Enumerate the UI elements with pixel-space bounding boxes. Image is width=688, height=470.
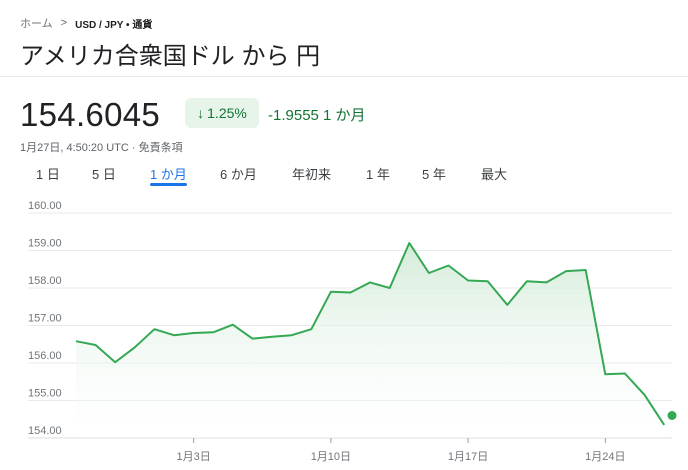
y-tick-label: 157.00 — [28, 313, 62, 325]
price-area-fill — [76, 243, 665, 438]
x-tick-label: 1月17日 — [448, 451, 488, 463]
y-tick-label: 160.00 — [28, 200, 62, 212]
active-tab-underline — [150, 183, 187, 186]
change-amount: -1.9555 1 か月 — [268, 107, 366, 124]
x-tick-label: 1月10日 — [311, 451, 351, 463]
price-chart[interactable]: 160.00 159.00 158.00 157.00 156.00 155.00 154.… — [0, 195, 688, 470]
price-line — [75, 242, 666, 426]
tab-max[interactable]: 最大 — [481, 167, 508, 182]
current-price: 154.6045 — [20, 96, 161, 133]
page-title: アメリカ合衆国ドル から 円 — [20, 43, 321, 70]
y-tick-label: 154.00 — [28, 425, 62, 437]
y-tick-label: 158.00 — [28, 275, 62, 287]
y-tick-label: 155.00 — [28, 388, 62, 400]
tab-1-day[interactable]: 1 日 — [36, 167, 60, 182]
change-percent-badge: ↓ 1.25% — [185, 98, 259, 128]
y-tick-label: 156.00 — [28, 350, 62, 362]
y-axis-labels: 160.00 159.00 158.00 157.00 156.00 155.00 154.… — [28, 200, 62, 437]
x-tick-label: 1月24日 — [585, 451, 625, 463]
tab-5-years[interactable]: 5 年 — [422, 167, 446, 182]
breadcrumb-home-link[interactable]: ホーム — [20, 18, 53, 30]
quote-timestamp-disclaimer: 1月27日, 4:50:20 UTC · 免責条項 — [20, 142, 183, 154]
x-axis: 1月3日 1月10日 1月17日 1月24日 — [177, 438, 626, 463]
tab-1-month[interactable]: 1 か月 — [150, 167, 187, 182]
down-arrow-icon: ↓ — [197, 105, 205, 121]
breadcrumb: ホーム > USD / JPY • 通貨 — [20, 15, 152, 31]
change-percent-value: 1.25% — [207, 105, 247, 121]
breadcrumb-chevron-icon: > — [60, 17, 68, 29]
x-tick-label: 1月3日 — [177, 451, 211, 463]
tab-ytd[interactable]: 年初来 — [292, 167, 332, 182]
range-tabs: 1 日 5 日 1 か月 6 か月 年初来 1 年 5 年 最大 — [0, 164, 688, 190]
tab-6-months[interactable]: 6 か月 — [220, 167, 257, 182]
current-price-dot — [667, 411, 677, 420]
tab-1-year[interactable]: 1 年 — [366, 167, 390, 182]
y-tick-label: 159.00 — [28, 238, 62, 250]
header-divider — [0, 76, 688, 77]
breadcrumb-current: USD / JPY • 通貨 — [75, 19, 153, 31]
tab-5-days[interactable]: 5 日 — [92, 167, 116, 182]
